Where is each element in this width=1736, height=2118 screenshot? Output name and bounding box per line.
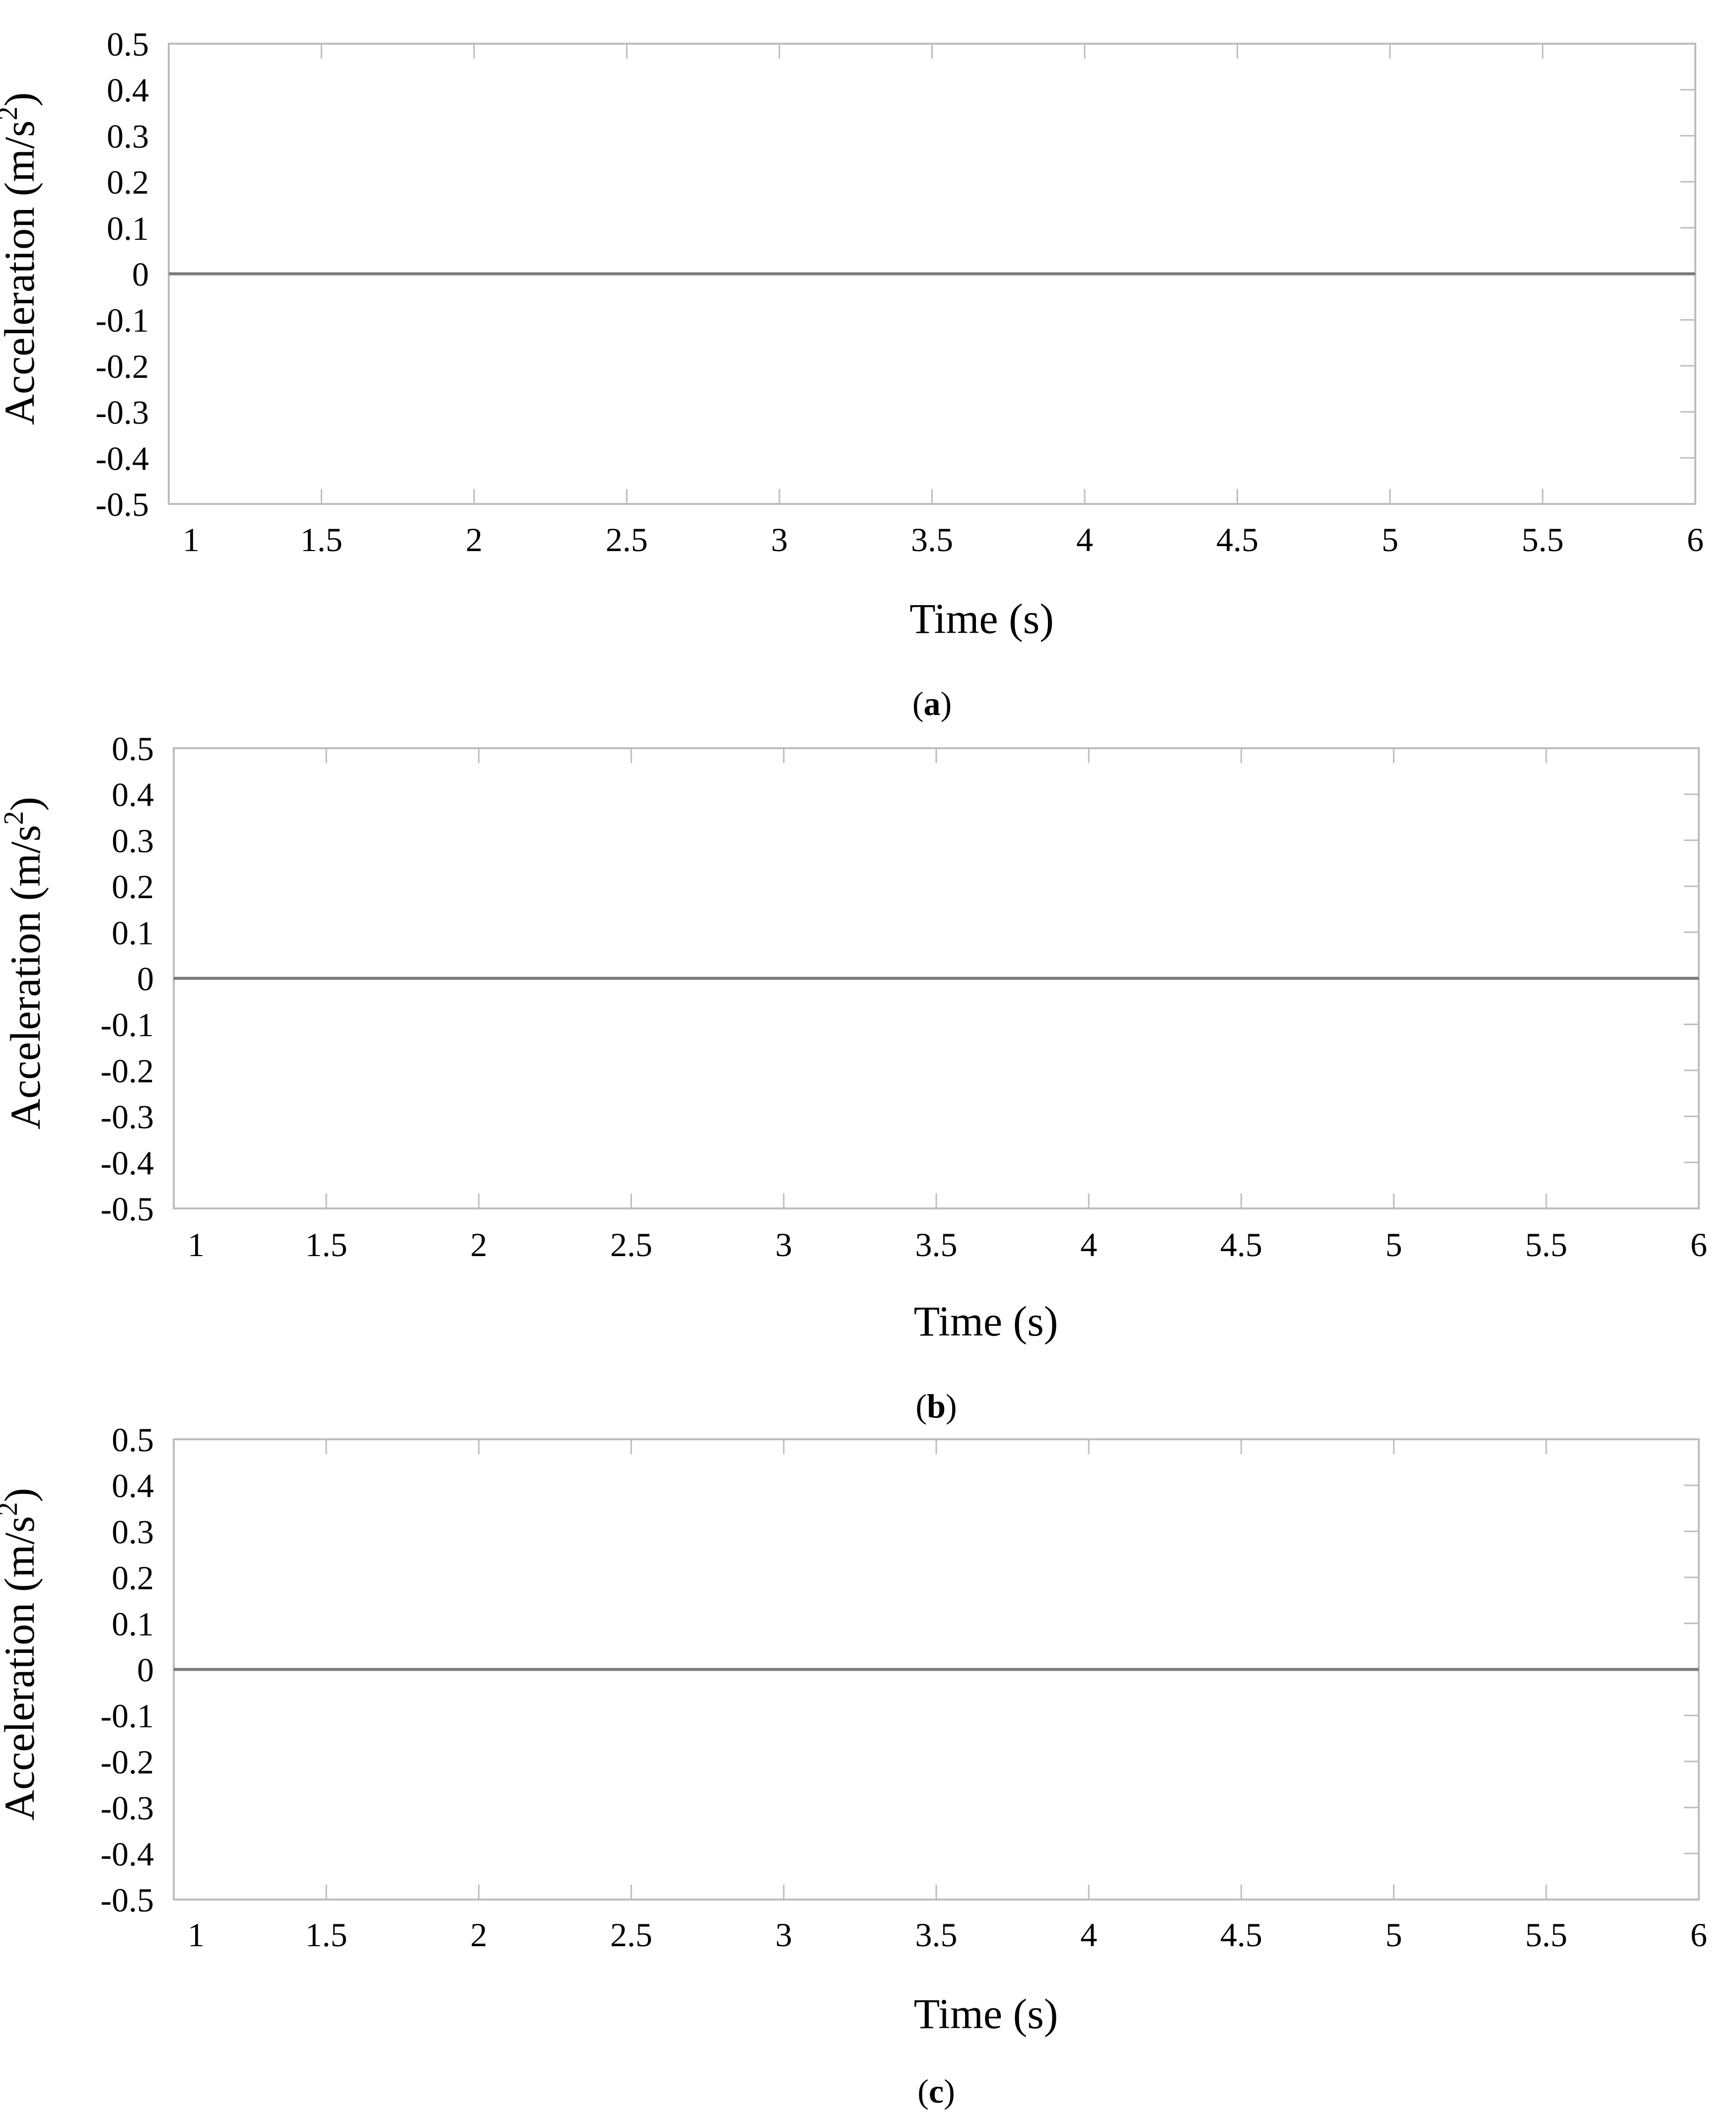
- panel-caption-letter: c: [929, 2072, 944, 2110]
- x-tick-label: 2.5: [610, 1916, 652, 1954]
- y-tick-label: -0.2: [95, 348, 149, 385]
- y-tick-label: 0: [132, 256, 149, 293]
- x-tick-label: 1: [188, 1916, 205, 1954]
- panel-caption-open: (: [912, 685, 924, 722]
- panel-caption-open: (: [917, 2072, 929, 2110]
- x-tick-label: 5.5: [1522, 521, 1564, 559]
- chart-panel-a: 0.5 0.4 0.3 0.2 0.1 0 -0.1 -0.2 -0.3 -0.4 -0.5 1 1.5…: [0, 25, 1704, 722]
- x-tick-label: 5: [1386, 1916, 1402, 1954]
- x-tick-label: 3: [775, 1226, 792, 1264]
- panel-caption-letter: b: [927, 1387, 946, 1425]
- y-tick-label: -0.5: [100, 1881, 154, 1919]
- panel-caption-close: ): [944, 2072, 955, 2110]
- y-tick-label: -0.1: [100, 1697, 154, 1735]
- y-tick-label: 0.1: [112, 1605, 154, 1643]
- x-axis-title: Time (s): [914, 1297, 1058, 1345]
- x-axis-title: Time (s): [909, 595, 1054, 642]
- y-axis-title-text: Acceleration (m/s: [0, 120, 43, 425]
- y-axis-title-close: ): [1, 797, 49, 811]
- y-tick-label: 0.4: [112, 776, 154, 814]
- y-tick-label: 0.4: [107, 71, 149, 109]
- y-axis-title-text: Acceleration (m/s: [0, 1516, 43, 1821]
- y-tick-label: -0.3: [100, 1789, 154, 1827]
- y-axis-title-text: Acceleration (m/s: [1, 825, 49, 1130]
- x-tick-label: 5: [1382, 521, 1398, 559]
- chart-panel-c: 0.5 0.4 0.3 0.2 0.1 0 -0.1 -0.2 -0.3 -0.4 -0.5 1 1.5…: [0, 1421, 1707, 2110]
- x-tick-label: 5: [1386, 1226, 1402, 1264]
- y-tick-label: 0.5: [107, 25, 149, 63]
- y-tick-label: -0.2: [100, 1052, 154, 1090]
- y-tick-label: -0.5: [100, 1190, 154, 1228]
- x-tick-label: 2.5: [610, 1226, 652, 1264]
- x-tick-label: 1.5: [305, 1916, 347, 1954]
- x-tick-label: 4.5: [1220, 1226, 1262, 1264]
- y-tick-label: -0.1: [95, 301, 149, 339]
- panel-caption: (b): [915, 1387, 957, 1425]
- x-tick-label: 3: [771, 521, 788, 559]
- y-axis-title-superscript: 2: [0, 811, 29, 825]
- x-tick-label: 3: [775, 1916, 792, 1954]
- x-tick-label: 2: [470, 1916, 487, 1954]
- x-tick-label: 4: [1080, 1226, 1097, 1264]
- y-tick-label: 0: [137, 960, 154, 998]
- y-tick-label: 0.2: [112, 868, 154, 906]
- y-tick-label: 0.2: [112, 1559, 154, 1597]
- x-tick-label: 3.5: [915, 1916, 958, 1954]
- x-tick-label: 4.5: [1220, 1916, 1262, 1954]
- x-tick-label: 4: [1080, 1916, 1097, 1954]
- y-tick-label: -0.1: [100, 1006, 154, 1044]
- x-tick-label: 6: [1690, 1916, 1707, 1954]
- y-axis-title: Acceleration (m/s2): [0, 1488, 43, 1821]
- x-tick-label: 2.5: [606, 521, 648, 559]
- y-tick-label: -0.3: [100, 1098, 154, 1136]
- y-axis-title: Acceleration (m/s2): [0, 92, 43, 425]
- x-tick-label: 5.5: [1525, 1916, 1567, 1954]
- y-axis-title: Acceleration (m/s2): [0, 797, 49, 1130]
- x-tick-label: 6: [1690, 1226, 1707, 1264]
- x-tick-label: 3.5: [911, 521, 953, 559]
- y-axis-title-close: ): [0, 1488, 43, 1502]
- x-tick-label: 4: [1076, 521, 1093, 559]
- y-tick-label: 0.4: [112, 1467, 154, 1505]
- x-tick-label: 6: [1687, 521, 1704, 559]
- y-tick-label: -0.3: [95, 394, 149, 431]
- panel-caption-letter: a: [924, 685, 941, 722]
- x-tick-label: 2: [466, 521, 483, 559]
- y-tick-label: -0.5: [95, 486, 149, 523]
- panel-caption: (a): [912, 685, 952, 722]
- panel-caption: (c): [917, 2072, 955, 2110]
- y-tick-label: -0.4: [100, 1144, 154, 1182]
- y-tick-label: 0.3: [107, 117, 149, 155]
- x-tick-label: 1.5: [305, 1226, 347, 1264]
- panel-caption-open: (: [915, 1387, 927, 1425]
- y-axis-title-superscript: 2: [0, 106, 23, 120]
- x-tick-label: 1: [183, 521, 200, 559]
- y-tick-label: 0.5: [112, 730, 154, 768]
- panel-caption-close: ): [941, 685, 952, 722]
- y-tick-label: -0.2: [100, 1743, 154, 1781]
- panel-caption-close: ): [946, 1387, 957, 1425]
- x-tick-label: 3.5: [915, 1226, 958, 1264]
- y-tick-label: 0.3: [112, 1513, 154, 1551]
- y-tick-label: 0.3: [112, 822, 154, 859]
- y-tick-label: 0.2: [107, 163, 149, 201]
- y-tick-label: 0.5: [112, 1421, 154, 1459]
- y-tick-label: 0: [137, 1651, 154, 1689]
- y-tick-label: -0.4: [100, 1835, 154, 1873]
- x-tick-label: 2: [470, 1226, 487, 1264]
- chart-panel-b: 0.5 0.4 0.3 0.2 0.1 0 -0.1 -0.2 -0.3 -0.4 -0.5 1 1.5…: [0, 730, 1707, 1425]
- y-tick-label: 0.1: [107, 210, 149, 247]
- y-axis-title-superscript: 2: [0, 1502, 23, 1516]
- x-tick-label: 1: [188, 1226, 205, 1264]
- y-tick-label: -0.4: [95, 439, 149, 477]
- x-tick-label: 4.5: [1216, 521, 1258, 559]
- x-tick-label: 1.5: [300, 521, 343, 559]
- y-tick-label: 0.1: [112, 914, 154, 952]
- x-axis-title: Time (s): [914, 1990, 1058, 2038]
- y-axis-title-close: ): [0, 92, 43, 107]
- x-tick-label: 5.5: [1525, 1226, 1567, 1264]
